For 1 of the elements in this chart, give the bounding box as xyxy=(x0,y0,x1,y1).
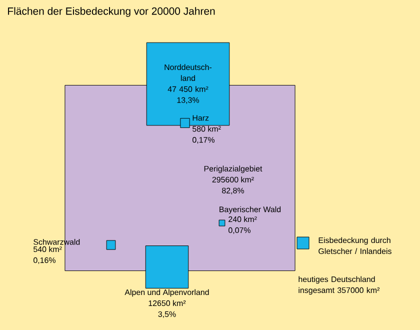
text: Flächen der Eisbedeckung vor 20000 Jahren xyxy=(8,7,215,17)
